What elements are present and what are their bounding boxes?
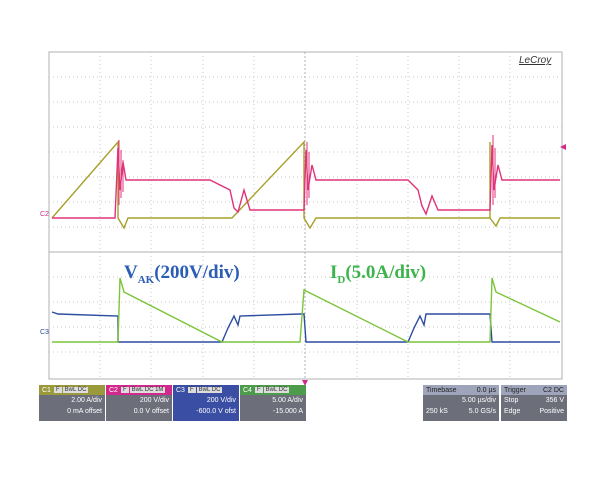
c2-tag1: F: [120, 387, 129, 393]
trigger-level-marker: [560, 144, 566, 150]
c2-marker: C2: [40, 211, 49, 218]
timebase-rate: 5.0 GS/s: [468, 408, 496, 415]
id-main: I: [330, 262, 338, 283]
timebase-samples: 250 kS: [426, 408, 448, 415]
timebase-descriptor[interactable]: Timebase 0.0 µs 5.00 µs/div 250 kS 5.0 GS/…: [423, 385, 499, 421]
trigger-label: Trigger: [504, 386, 526, 394]
c4-offset: -15.000 A: [273, 408, 303, 415]
c3-name: C3: [176, 386, 185, 394]
c1-tag1: F: [53, 387, 62, 393]
c3-tag2: BwL DC: [196, 387, 223, 393]
id-rest: (5.0A/div): [345, 262, 427, 283]
id-annotation: ID(5.0A/div): [330, 262, 426, 286]
c2-scale: 200 V/div: [139, 397, 169, 404]
lecroy-logo: LeCroy: [519, 55, 552, 66]
id-sub: D: [337, 273, 346, 286]
channel-c3-descriptor[interactable]: C3 F BwL DC 200 V/div -600.0 V ofst: [173, 385, 239, 421]
timebase-value: 0.0 µs: [476, 386, 496, 394]
c4-trace: [52, 277, 561, 343]
vak-main: V: [124, 262, 138, 283]
vak-sub: AK: [137, 273, 155, 286]
trigger-slope: Positive: [539, 408, 564, 415]
c4-name: C4: [243, 386, 252, 394]
c2-trace: [52, 144, 560, 219]
c3-marker: C3: [40, 329, 49, 336]
c2-tag2: BwL DC 1M: [129, 387, 166, 393]
trigger-level: 356 V: [545, 397, 564, 404]
vak-rest: (200V/div): [154, 262, 240, 283]
c4-tag1: F: [254, 387, 263, 393]
trigger-descriptor[interactable]: Trigger C2 DC Stop 356 V Edge Positive: [501, 385, 567, 421]
c1-tag2: BwL DC: [62, 387, 89, 393]
vak-annotation: VAK(200V/div): [124, 262, 240, 286]
c3-offset: -600.0 V ofst: [196, 408, 236, 415]
c1-name: C1: [42, 386, 51, 394]
trigger-mode: Stop: [504, 397, 519, 404]
c2-name: C2: [109, 386, 118, 394]
timebase-label: Timebase: [426, 386, 457, 394]
c3-tag1: F: [187, 387, 196, 393]
c2-ringing: [118, 135, 496, 205]
trigger-channel: C2 DC: [542, 386, 564, 394]
c2-offset: 0.0 V offset: [133, 408, 169, 415]
c1-offset: 0 mA offset: [67, 408, 102, 415]
channel-c4-descriptor[interactable]: C4 F BwL DC 5.00 A/div -15.000 A: [240, 385, 306, 421]
c1-trace: [51, 140, 560, 230]
channel-c2-descriptor[interactable]: C2 F BwL DC 1M 200 V/div 0.0 V offset: [106, 385, 172, 421]
trigger-time-marker: [302, 380, 308, 386]
trigger-type: Edge: [504, 408, 521, 415]
c1-scale: 2.00 A/div: [71, 397, 102, 404]
channel-c1-descriptor[interactable]: C1 F BwL DC 2.00 A/div 0 mA offset: [39, 385, 105, 421]
c3-scale: 200 V/div: [206, 397, 236, 404]
timebase-scale: 5.00 µs/div: [462, 397, 496, 404]
c4-tag2: BwL DC: [263, 387, 290, 393]
c4-scale: 5.00 A/div: [272, 397, 303, 404]
